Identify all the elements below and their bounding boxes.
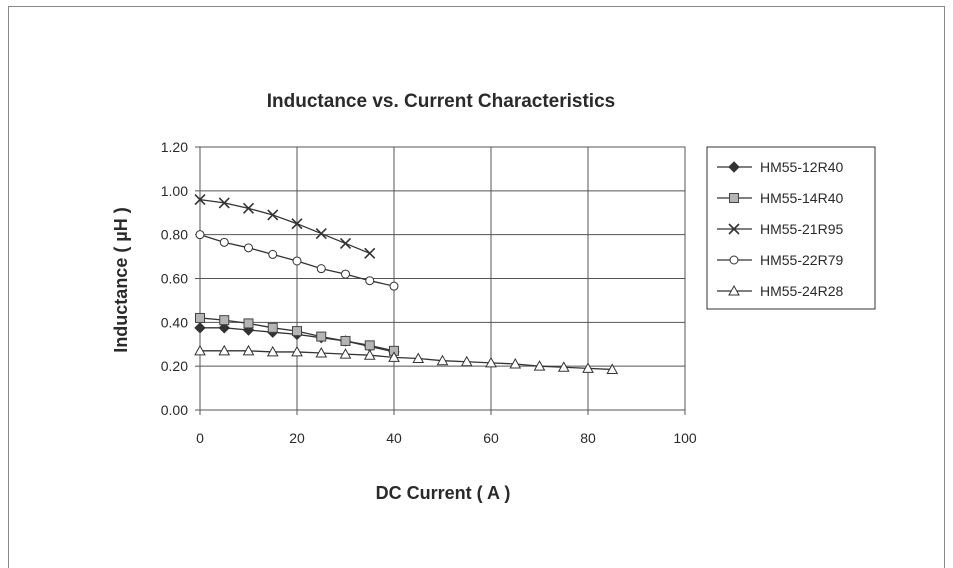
x-tick-label: 0 [196,430,204,446]
y-tick-label: 0.20 [161,358,188,374]
data-point [219,237,229,247]
data-point [268,249,278,259]
data-point [291,218,303,230]
legend-label: HM55-14R40 [760,190,843,206]
series-hm55-22r79 [195,230,399,291]
data-point [266,345,279,357]
legend-item: HM55-14R40 [717,190,843,206]
data-point [365,276,375,286]
series-hm55-24r28 [194,344,619,374]
data-point [533,360,546,371]
data-point [340,335,351,346]
chart-title: Inductance vs. Current Characteristics [267,91,615,112]
data-point [315,228,327,240]
legend-marker [728,161,740,173]
legend-box [706,146,876,310]
data-point [218,344,231,356]
y-axis-ticks: 0.00 0.20 0.40 0.60 0.80 1.00 1.20 [161,139,200,418]
data-point [485,356,497,368]
data-point [267,322,278,333]
x-tick-label: 20 [289,430,305,446]
data-point [606,363,619,374]
data-point [509,357,522,369]
data-point [243,318,254,329]
legend-items: HM55-12R40 HM55-14R40 HM55-21R95 HM55-22R79… [717,159,843,299]
data-point [194,194,206,206]
data-point [291,345,303,357]
data-point [315,346,328,358]
series-layer [194,194,619,374]
legend-item: HM55-12R40 [717,159,843,175]
data-point [242,344,255,356]
data-point [292,256,302,266]
data-point [218,322,230,334]
x-tick-label: 80 [580,430,596,446]
data-point [316,331,327,342]
data-point [242,202,255,214]
x-tick-label: 60 [483,430,499,446]
y-tick-label: 0.40 [161,314,188,330]
legend-label: HM55-24R28 [760,283,843,299]
legend-label: HM55-12R40 [760,159,843,175]
x-axis-label: DC Current ( A ) [376,483,511,503]
data-point [316,264,326,274]
legend-label: HM55-22R79 [760,252,843,268]
legend-marker [728,284,740,296]
y-tick-label: 0.60 [161,271,188,287]
data-point [582,362,594,373]
data-point [267,209,279,221]
legend-marker [729,255,739,265]
plot-area [199,146,686,411]
y-tick-label: 0.00 [161,402,188,418]
x-tick-label: 100 [673,430,697,446]
data-point [364,247,376,259]
data-point [363,349,376,360]
data-point [292,326,302,337]
data-point [194,322,206,334]
series-line [200,350,613,371]
legend-label: HM55-21R95 [760,221,843,237]
legend-item: HM55-21R95 [717,221,843,237]
series-hm55-21r95 [194,194,376,259]
y-axis-label: Inductance ( µH ) [111,207,131,352]
x-tick-label: 40 [386,430,402,446]
data-point [195,312,205,323]
data-point [194,344,206,356]
data-point [389,281,399,291]
data-point [219,315,230,326]
data-point [195,230,205,240]
legend-marker [728,223,740,235]
data-point [436,354,449,366]
y-tick-label: 1.00 [161,183,188,199]
data-point [339,237,352,249]
legend-item: HM55-22R79 [717,252,843,268]
data-point [339,348,352,359]
series-hm55-14r40 [195,312,399,356]
data-point [218,197,230,209]
data-point [460,355,473,367]
legend: HM55-12R40 HM55-14R40 HM55-21R95 HM55-22R79… [706,146,876,310]
data-point [557,361,570,372]
y-tick-label: 0.80 [161,227,188,243]
data-point [244,243,253,253]
data-point [364,340,375,351]
x-axis-ticks: 0 20 40 60 80 100 [196,410,697,446]
data-point [412,352,425,363]
y-tick-label: 1.20 [161,139,188,155]
legend-item: HM55-24R28 [717,283,843,299]
legend-marker [729,193,739,203]
data-point [341,269,350,279]
series-line [199,198,370,254]
data-point [388,351,400,362]
